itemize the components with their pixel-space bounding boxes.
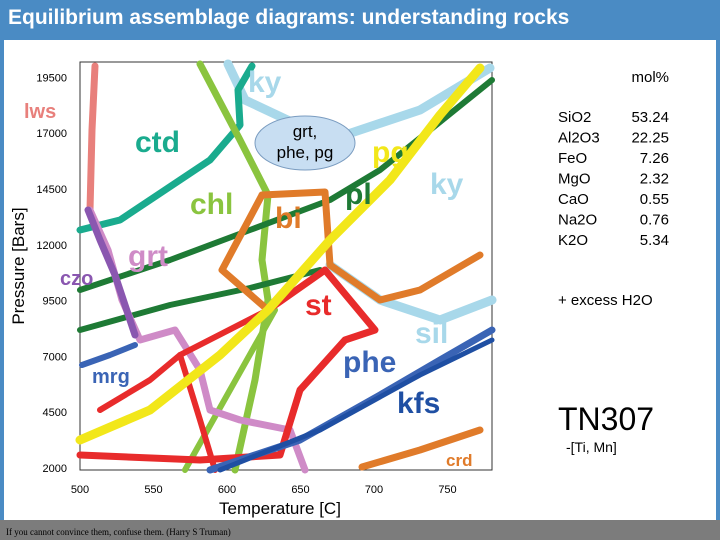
pg-boundary: [75, 63, 485, 445]
footer-bar: [0, 520, 720, 540]
ctd-boundary: [76, 62, 256, 234]
oxide-value: 0.76: [640, 212, 669, 229]
y-tick-label: 2000: [43, 463, 67, 475]
label-st: st: [305, 289, 332, 322]
lws-boundary: [86, 62, 99, 214]
x-axis-label: Temperature [C]: [219, 499, 341, 518]
label-bi: bi: [275, 202, 302, 235]
footer-quote: If you cannot convince them, confuse the…: [6, 527, 231, 537]
y-tick-label: 9500: [43, 296, 67, 308]
label-grt-phe-pg-1: grt,: [293, 122, 318, 141]
bi-boundary-2: [218, 191, 272, 314]
label-mrg: mrg: [92, 366, 130, 388]
oxide-name: K2O: [558, 232, 588, 249]
label-ky-top: ky: [248, 66, 282, 99]
oxide-value: 7.26: [640, 150, 669, 167]
oxide-name: FeO: [558, 150, 587, 167]
slide-title: Equilibrium assemblage diagrams: underst…: [8, 6, 570, 29]
y-tick-label: 14500: [36, 184, 67, 196]
oxide-value: 53.24: [631, 109, 669, 126]
y-tick-label: 17000: [36, 128, 67, 140]
sample-name: TN307: [558, 401, 654, 437]
x-axis-ticks: 500 550 600 650 700 750: [71, 484, 457, 496]
y-tick-label: 4500: [43, 407, 67, 419]
bi-boundary: [258, 188, 484, 304]
label-ky-right: ky: [430, 168, 464, 201]
label-grt-phe-pg-2: phe, pg: [277, 143, 334, 162]
label-grt: grt: [128, 240, 168, 273]
oxide-name: MgO: [558, 171, 591, 188]
y-axis-ticks: 2000 4500 7000 9500 12000 14500 17000 19500: [36, 72, 67, 475]
chl-boundary-2: [182, 307, 278, 473]
right-band: [716, 40, 720, 520]
oxide-value: 5.34: [640, 232, 669, 249]
oxide-name: SiO2: [558, 109, 591, 126]
x-tick-label: 700: [365, 484, 383, 496]
x-tick-label: 500: [71, 484, 89, 496]
label-sil: sil: [415, 317, 448, 350]
oxide-name: Na2O: [558, 212, 597, 229]
sample-note: -[Ti, Mn]: [566, 439, 617, 455]
x-tick-label: 600: [218, 484, 236, 496]
y-tick-label: 12000: [36, 240, 67, 252]
crd-boundary: [358, 426, 484, 471]
x-tick-label: 650: [291, 484, 309, 496]
phase-diagram: ky lws ctd grt, phe, pg pg ky chl bi pl …: [9, 59, 669, 518]
grt-phe-pg-field: [254, 115, 356, 171]
mrg-boundary: [79, 342, 138, 368]
oxide-value: 0.55: [640, 191, 669, 208]
pl-boundary-lower: [77, 267, 323, 333]
label-pg: pg: [372, 136, 409, 169]
label-kfs: kfs: [397, 387, 440, 420]
y-tick-label: 19500: [36, 72, 67, 84]
label-czo: czo: [60, 268, 93, 290]
label-ctd: ctd: [135, 126, 180, 159]
czo-boundary: [84, 206, 139, 339]
kfs-boundary: [217, 337, 495, 473]
oxide-name: Al2O3: [558, 130, 600, 147]
label-pl: pl: [345, 178, 372, 211]
y-axis-label: Pressure [Bars]: [9, 207, 28, 324]
composition-unit: mol%: [631, 69, 669, 86]
title-bar: [0, 0, 720, 40]
label-crd: crd: [446, 451, 472, 470]
excess-water: + excess H2O: [558, 292, 653, 309]
st-boundary-2: [97, 307, 271, 413]
y-tick-label: 7000: [43, 351, 67, 363]
left-band: [0, 40, 4, 520]
x-tick-label: 550: [144, 484, 162, 496]
chl-boundary: [196, 60, 272, 474]
oxide-value: 22.25: [631, 130, 669, 147]
label-phe: phe: [343, 346, 396, 379]
label-lws: lws: [24, 101, 56, 123]
oxide-name: CaO: [558, 191, 589, 208]
oxide-value: 2.32: [640, 171, 669, 188]
label-chl: chl: [190, 188, 233, 221]
oxide-list: SiO2 53.24 Al2O3 22.25 FeO 7.26 MgO 2.32 CaO 0.55…: [558, 109, 669, 249]
x-tick-label: 750: [438, 484, 456, 496]
